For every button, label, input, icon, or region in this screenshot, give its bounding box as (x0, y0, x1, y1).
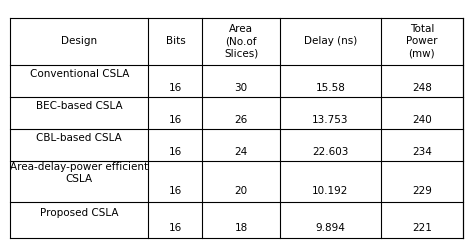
Text: 9.894: 9.894 (316, 223, 346, 233)
Text: Area-delay-power efficient
CSLA: Area-delay-power efficient CSLA (10, 162, 148, 184)
Text: Delay (ns): Delay (ns) (304, 36, 357, 46)
Text: 24: 24 (235, 147, 248, 157)
Text: 240: 240 (412, 115, 432, 125)
Text: 20: 20 (235, 186, 248, 196)
Text: 16: 16 (169, 83, 182, 93)
Text: 16: 16 (169, 115, 182, 125)
Text: Area
(No.of
Slices): Area (No.of Slices) (224, 24, 258, 59)
Text: Conventional CSLA: Conventional CSLA (29, 69, 129, 79)
Text: Total
Power
(mw): Total Power (mw) (406, 24, 438, 59)
Text: 221: 221 (412, 223, 432, 233)
Text: BEC-based CSLA: BEC-based CSLA (36, 101, 123, 111)
Text: 16: 16 (169, 147, 182, 157)
Text: 13.753: 13.753 (312, 115, 349, 125)
Text: 10.192: 10.192 (312, 186, 348, 196)
Text: Bits: Bits (165, 36, 185, 46)
Text: 30: 30 (235, 83, 248, 93)
Text: Proposed CSLA: Proposed CSLA (40, 208, 118, 218)
Text: 18: 18 (235, 223, 248, 233)
Text: Design: Design (61, 36, 97, 46)
Text: 16: 16 (169, 186, 182, 196)
Text: 229: 229 (412, 186, 432, 196)
Text: 248: 248 (412, 83, 432, 93)
Text: 234: 234 (412, 147, 432, 157)
Text: 15.58: 15.58 (316, 83, 346, 93)
Text: 16: 16 (169, 223, 182, 233)
Text: 26: 26 (235, 115, 248, 125)
Text: CBL-based CSLA: CBL-based CSLA (36, 134, 122, 144)
Text: 22.603: 22.603 (312, 147, 348, 157)
